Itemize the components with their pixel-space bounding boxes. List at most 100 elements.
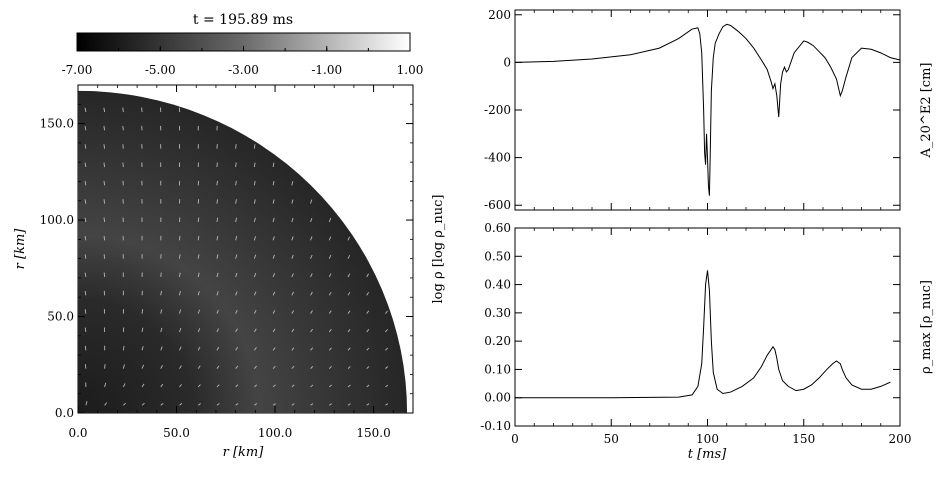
- velocity-arrow: [197, 235, 200, 241]
- velocity-arrow: [84, 309, 87, 314]
- heatmap-panel: 0.0 50.0 100.0 150.0 0.0 50.0 100.0 150.0 r [km…: [13, 84, 446, 460]
- density-field: [78, 90, 408, 413]
- velocity-arrow: [328, 366, 332, 369]
- heatmap-tick-labels: 0.0 50.0 100.0 150.0 0.0 50.0 100.0 150.0: [40, 117, 391, 440]
- amplitude-series-line: [514, 23, 901, 196]
- velocity-arrow: [328, 254, 332, 259]
- velocity-arrow: [235, 162, 237, 168]
- velocity-arrow: [216, 254, 219, 259]
- velocity-arrow: [84, 144, 87, 149]
- velocity-arrow: [272, 199, 275, 204]
- velocity-arrow: [141, 327, 144, 333]
- velocity-arrow: [272, 181, 275, 186]
- density-max-y-tick-label: 0.30: [484, 306, 511, 320]
- velocity-arrow: [272, 162, 275, 168]
- velocity-arrow: [179, 290, 181, 296]
- velocity-arrow: [291, 384, 295, 388]
- velocity-arrow: [310, 217, 313, 223]
- colorbar-tick-label: -3.00: [228, 63, 259, 77]
- density-max-x-tick-label: 100: [696, 432, 719, 446]
- velocity-arrow: [160, 309, 163, 314]
- velocity-arrow: [104, 382, 107, 388]
- velocity-arrows: [84, 107, 389, 406]
- velocity-arrow: [310, 384, 314, 388]
- velocity-arrow: [347, 347, 351, 351]
- density-max-x-tick-label: 50: [604, 432, 619, 446]
- velocity-arrow: [366, 347, 370, 351]
- density-max-x-tick-label: 150: [792, 432, 815, 446]
- velocity-arrow: [310, 199, 313, 204]
- density-max-y-tick-label: 0.50: [484, 249, 511, 263]
- velocity-arrow: [347, 291, 351, 296]
- heatmap-x-tick-label: 100.0: [258, 426, 292, 440]
- velocity-arrow: [366, 329, 370, 333]
- amplitude-frame: [514, 9, 901, 211]
- colorbar-tick-label: -7.00: [62, 63, 93, 77]
- velocity-arrow: [216, 309, 219, 314]
- velocity-arrow: [291, 199, 294, 204]
- velocity-arrow: [85, 401, 88, 406]
- velocity-arrow: [84, 162, 87, 168]
- velocity-arrow: [197, 384, 201, 388]
- velocity-arrow: [385, 384, 389, 388]
- velocity-arrow: [272, 236, 275, 241]
- density-max-ticks: [514, 227, 901, 427]
- velocity-arrow: [84, 290, 87, 296]
- velocity-arrow: [253, 291, 257, 296]
- velocity-arrow: [197, 346, 201, 351]
- heatmap-xlabel: r [km]: [223, 445, 265, 460]
- velocity-arrow: [84, 107, 87, 113]
- velocity-arrow: [291, 217, 294, 223]
- velocity-arrow: [235, 403, 239, 406]
- velocity-arrow: [347, 310, 351, 314]
- heatmap-y-tick-label: 150.0: [40, 117, 74, 131]
- velocity-arrow: [179, 346, 182, 351]
- velocity-arrow: [84, 272, 87, 278]
- velocity-arrow: [328, 347, 332, 351]
- velocity-arrow: [385, 310, 388, 314]
- velocity-arrow: [366, 292, 370, 296]
- amplitude-ylabel: A_20^E2 [cm]: [919, 63, 934, 159]
- velocity-arrow: [310, 403, 314, 406]
- velocity-arrow: [272, 217, 275, 223]
- colorbar-ticks: [76, 46, 411, 51]
- amplitude-y-tick-label: 200: [488, 8, 511, 22]
- velocity-arrow: [310, 236, 313, 241]
- amplitude-y-tick-label: -600: [484, 198, 511, 212]
- velocity-arrow: [197, 328, 201, 333]
- velocity-arrow: [310, 347, 314, 351]
- velocity-arrow: [122, 107, 124, 113]
- velocity-arrow: [160, 402, 164, 406]
- velocity-arrow: [122, 383, 126, 388]
- velocity-arrow: [366, 273, 369, 278]
- velocity-arrow: [197, 403, 201, 406]
- velocity-arrow: [103, 107, 106, 113]
- velocity-arrow: [235, 384, 239, 388]
- velocity-arrow: [179, 254, 181, 259]
- velocity-arrow: [272, 254, 275, 259]
- velocity-arrow: [104, 402, 108, 406]
- density-max-x-tick-label: 0: [511, 432, 519, 446]
- velocity-arrow: [253, 328, 257, 333]
- colorbar-tick-labels: -7.00 -5.00 -3.00 -1.00 1.00: [62, 63, 424, 77]
- density-max-y-tick-label: -0.10: [480, 419, 511, 433]
- heatmap-x-tick-label: 150.0: [356, 426, 390, 440]
- velocity-arrow: [235, 199, 237, 204]
- velocity-arrow: [160, 365, 163, 369]
- colorbar-label: log ρ [log ρ_nuc]: [431, 195, 446, 304]
- velocity-arrow: [253, 254, 257, 259]
- heatmap-y-tick-label: 50.0: [47, 310, 74, 324]
- velocity-arrow: [103, 199, 106, 204]
- heatmap-y-tick-label: 100.0: [40, 213, 74, 227]
- velocity-arrow: [216, 403, 220, 406]
- velocity-arrow: [272, 403, 276, 406]
- velocity-arrow: [84, 327, 87, 333]
- velocity-arrow: [291, 254, 294, 259]
- velocity-arrow: [291, 181, 294, 186]
- velocity-arrow: [160, 290, 162, 296]
- velocity-arrow: [141, 346, 144, 351]
- velocity-arrow: [272, 365, 276, 369]
- velocity-arrow: [328, 384, 332, 388]
- velocity-arrow: [328, 328, 332, 333]
- velocity-arrow: [103, 217, 106, 223]
